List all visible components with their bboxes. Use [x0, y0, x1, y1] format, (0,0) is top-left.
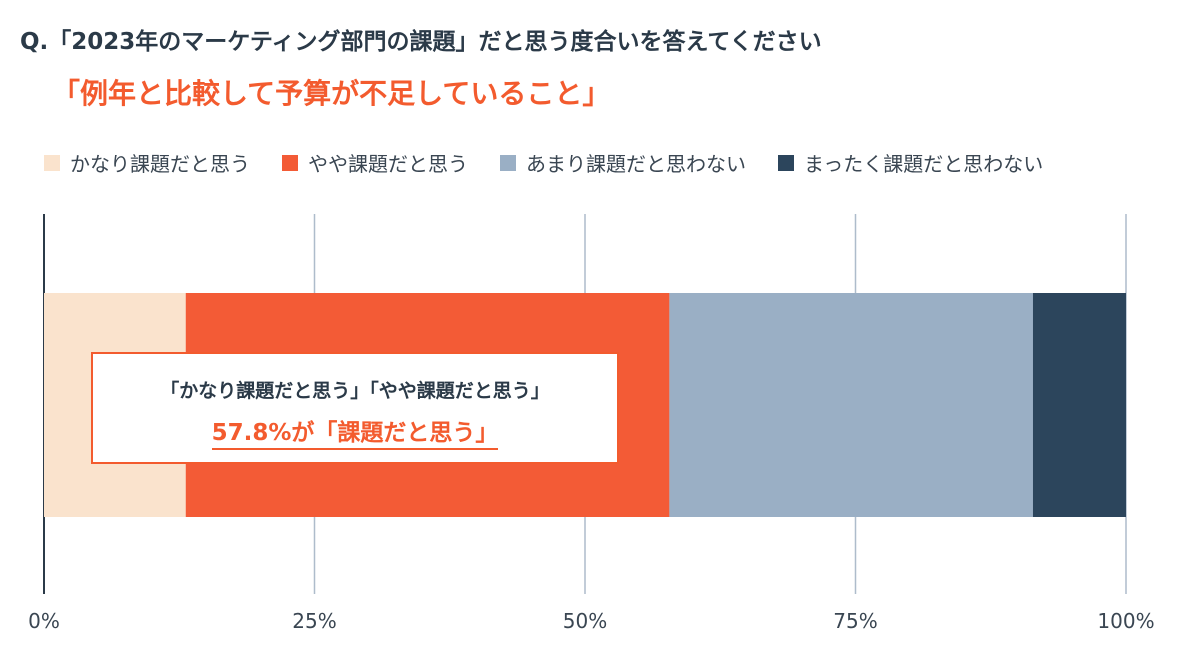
bar-segments	[44, 293, 1126, 517]
question-subject: 「例年と比較して予算が不足していること」	[52, 77, 611, 110]
legend-label-strongly-agree: かなり課題だと思う	[70, 152, 250, 176]
x-tick-label: 0%	[28, 609, 60, 633]
summary-callout: 「かなり課題だと思う」「やや課題だと思う」 57.8%が「課題だと思う」	[91, 352, 619, 464]
legend-item-somewhat-agree: やや課題だと思う	[282, 148, 468, 177]
legend-item-somewhat-disagree: あまり課題だと思わない	[500, 148, 746, 177]
legend-swatch-somewhat-disagree	[500, 154, 516, 171]
legend-item-strongly-agree: かなり課題だと思う	[44, 148, 250, 177]
legend-swatch-strongly-agree	[44, 154, 60, 171]
bar-segment-3	[669, 293, 1033, 517]
x-tick-label: 75%	[833, 609, 877, 633]
callout-heading: 「かなり課題だと思う」「やや課題だと思う」	[160, 380, 550, 402]
x-tick-label: 50%	[563, 609, 607, 633]
bar-segment-4	[1032, 293, 1126, 517]
legend-label-strongly-disagree: まったく課題だと思わない	[804, 152, 1044, 176]
legend-swatch-strongly-disagree	[778, 154, 794, 171]
legend-label-somewhat-disagree: あまり課題だと思わない	[526, 152, 746, 176]
legend-label-somewhat-agree: やや課題だと思う	[308, 152, 468, 176]
x-tick-label: 100%	[1097, 609, 1154, 633]
question-title: Q.「2023年のマーケティング部門の課題」だと思う度合いを答えてください	[20, 29, 822, 55]
legend-swatch-somewhat-agree	[282, 154, 298, 171]
x-tick-label: 25%	[292, 609, 336, 633]
callout-highlight: 57.8%が「課題だと思う」	[211, 413, 499, 450]
x-axis-ticks: 0% 25% 50% 75% 100%	[28, 609, 1154, 633]
legend-item-strongly-disagree: まったく課題だと思わない	[778, 148, 1043, 177]
chart-legend: かなり課題だと思う やや課題だと思う あまり課題だと思わない まったく課題だと思…	[44, 148, 1043, 177]
